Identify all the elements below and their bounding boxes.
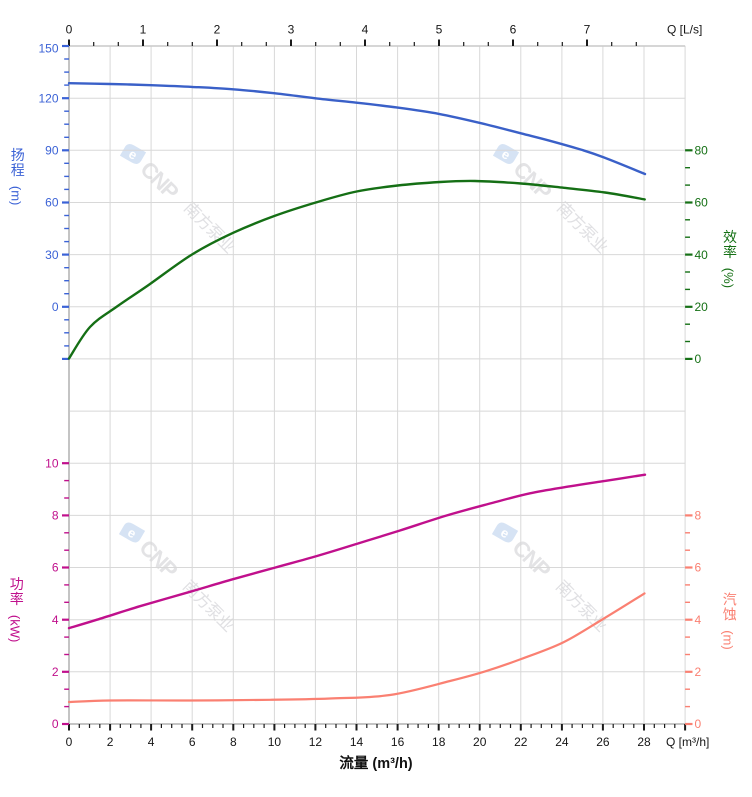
svg-text:6: 6 [510, 23, 517, 37]
svg-text:流量 (m³/h): 流量 (m³/h) [339, 754, 412, 772]
svg-text:20: 20 [695, 300, 709, 314]
svg-text:扬: 扬 [11, 147, 25, 163]
svg-text:率: 率 [723, 244, 737, 260]
svg-text:率: 率 [10, 591, 24, 607]
svg-text:0: 0 [66, 23, 73, 37]
svg-text:150: 150 [38, 42, 58, 56]
svg-text:10: 10 [45, 456, 59, 470]
svg-text:2: 2 [695, 665, 702, 679]
svg-text:26: 26 [596, 735, 610, 749]
svg-text:20: 20 [473, 735, 487, 749]
svg-text:(m): (m) [721, 630, 736, 650]
svg-text:2: 2 [107, 735, 114, 749]
svg-text:程: 程 [11, 162, 25, 178]
svg-text:1: 1 [140, 23, 147, 37]
svg-text:8: 8 [230, 735, 237, 749]
svg-text:6: 6 [695, 561, 702, 575]
svg-text:汽: 汽 [723, 591, 737, 607]
svg-text:90: 90 [45, 144, 59, 158]
svg-text:80: 80 [695, 144, 709, 158]
svg-text:18: 18 [432, 735, 446, 749]
svg-text:8: 8 [695, 509, 702, 523]
svg-text:10: 10 [268, 735, 282, 749]
svg-text:Q [m³/h]: Q [m³/h] [666, 735, 709, 749]
svg-text:120: 120 [38, 91, 58, 105]
svg-text:7: 7 [584, 23, 591, 37]
svg-text:4: 4 [52, 613, 59, 627]
svg-text:2: 2 [52, 665, 59, 679]
svg-text:4: 4 [362, 23, 369, 37]
svg-text:3: 3 [288, 23, 295, 37]
svg-text:28: 28 [637, 735, 651, 749]
svg-text:0: 0 [52, 300, 59, 314]
svg-text:16: 16 [391, 735, 405, 749]
svg-text:40: 40 [695, 248, 709, 262]
svg-text:24: 24 [555, 735, 569, 749]
svg-text:Q [L/s]: Q [L/s] [667, 23, 702, 37]
svg-text:22: 22 [514, 735, 528, 749]
svg-text:0: 0 [695, 352, 702, 366]
svg-text:效: 效 [723, 229, 737, 245]
svg-text:(%): (%) [721, 268, 736, 288]
svg-text:6: 6 [189, 735, 196, 749]
svg-text:0: 0 [52, 717, 59, 731]
svg-text:30: 30 [45, 248, 59, 262]
svg-text:12: 12 [309, 735, 323, 749]
svg-text:蚀: 蚀 [723, 607, 737, 623]
svg-text:(m): (m) [9, 186, 24, 206]
svg-text:(kW): (kW) [8, 615, 23, 642]
svg-text:14: 14 [350, 735, 364, 749]
svg-text:2: 2 [214, 23, 221, 37]
svg-text:0: 0 [695, 717, 702, 731]
svg-text:8: 8 [52, 509, 59, 523]
svg-text:5: 5 [436, 23, 443, 37]
svg-text:0: 0 [66, 735, 73, 749]
svg-text:功: 功 [10, 576, 24, 592]
svg-text:4: 4 [695, 613, 702, 627]
svg-text:4: 4 [148, 735, 155, 749]
svg-text:60: 60 [695, 196, 709, 210]
svg-text:6: 6 [52, 561, 59, 575]
svg-text:60: 60 [45, 196, 59, 210]
